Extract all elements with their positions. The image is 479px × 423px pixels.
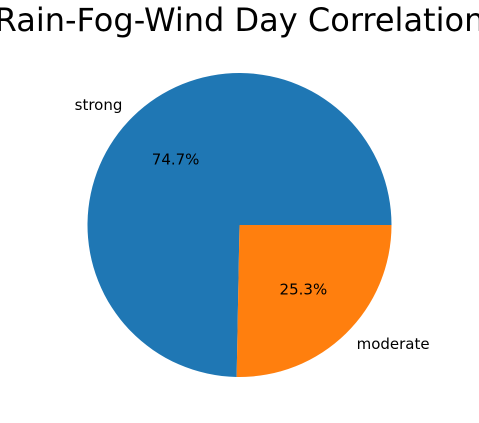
pie-slice-moderate xyxy=(236,225,392,377)
chart-title: Rain-Fog-Wind Day Correlation xyxy=(0,1,479,39)
slice-percent-strong: 74.7% xyxy=(152,150,200,168)
pie-slices xyxy=(87,72,392,377)
pie-labels: strong 74.7% moderate 25.3% xyxy=(75,96,430,353)
slice-label-strong: strong xyxy=(75,96,123,114)
slice-label-moderate: moderate xyxy=(357,335,430,353)
slice-percent-moderate: 25.3% xyxy=(280,281,328,299)
pie-slice-strong xyxy=(87,72,392,377)
